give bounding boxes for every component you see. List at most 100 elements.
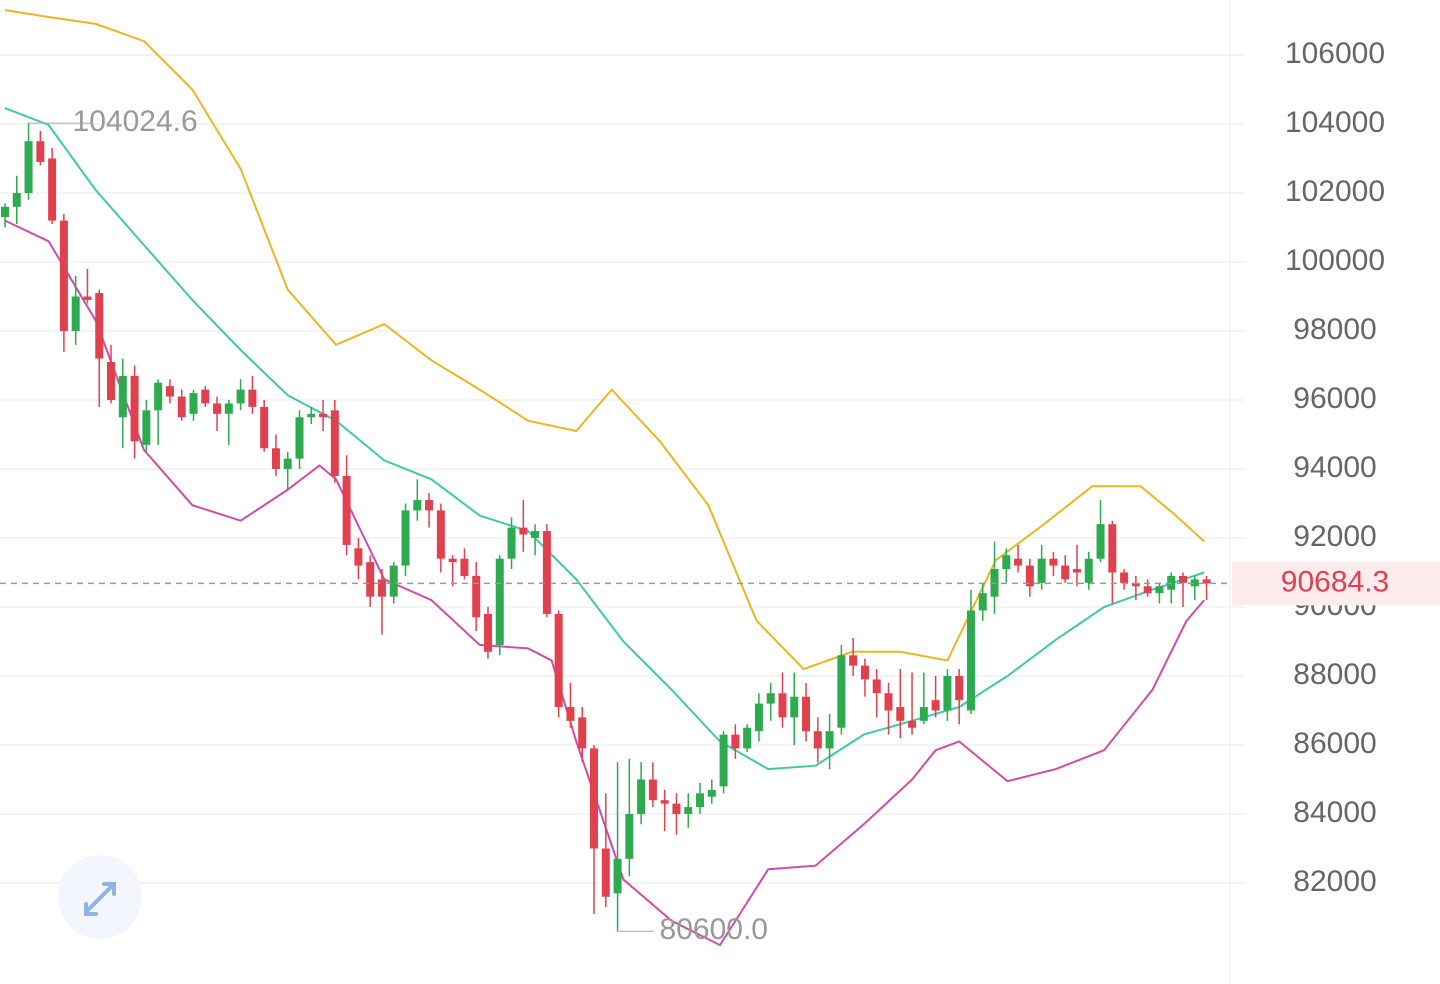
candle-body	[483, 613, 492, 652]
candle-body	[165, 386, 174, 397]
candle-body	[519, 527, 528, 535]
candle-body	[554, 613, 563, 708]
candle-body	[849, 655, 858, 666]
candle-body	[625, 813, 634, 859]
candle-body	[48, 158, 57, 221]
y-tick-label: 106000	[1285, 37, 1385, 70]
candle-body	[342, 475, 351, 545]
candle-body	[1120, 572, 1129, 583]
candle-body	[472, 575, 481, 618]
candle-body	[1037, 558, 1046, 583]
candle-body	[908, 720, 917, 728]
candle-body	[931, 700, 940, 711]
candle-body	[130, 375, 139, 442]
candle-body	[319, 413, 328, 418]
candle-body	[236, 389, 245, 404]
last-price-box	[1232, 561, 1440, 606]
candle-body	[813, 731, 822, 749]
candle-body	[1, 206, 9, 218]
candle-body	[531, 531, 540, 538]
candle-body	[177, 396, 186, 418]
candle-body	[802, 696, 811, 732]
candle-body	[366, 562, 375, 597]
candle-body	[766, 693, 775, 704]
candle-body	[660, 800, 669, 804]
candle-body	[754, 703, 763, 732]
candle-body	[978, 593, 987, 611]
candle-body	[1049, 558, 1058, 566]
expand-button[interactable]	[58, 855, 142, 939]
y-tick-label: 102000	[1285, 175, 1385, 208]
candle-body	[1084, 558, 1093, 583]
band-line	[4, 219, 1205, 947]
max-label: 104024.6	[73, 105, 198, 138]
candle-body	[377, 579, 386, 597]
candle-body	[1061, 565, 1070, 580]
candle-body	[1131, 582, 1140, 587]
y-tick-label: 104000	[1285, 106, 1385, 139]
candle-body	[354, 548, 363, 566]
candle-body	[1190, 579, 1199, 587]
candle-body	[872, 679, 881, 694]
candle-body	[1202, 579, 1211, 584]
candle-body	[154, 382, 163, 411]
candle-body	[507, 527, 516, 559]
candle-body	[790, 696, 799, 718]
candle-body	[884, 693, 893, 711]
band-line	[4, 9, 1205, 671]
candle-body	[330, 410, 339, 476]
expand-icon[interactable]	[84, 882, 116, 916]
candle-body	[142, 410, 151, 445]
candle-body	[860, 665, 869, 680]
candle-body	[648, 779, 657, 801]
candle-body	[719, 734, 728, 787]
candle-body	[201, 389, 210, 404]
candle-body	[460, 558, 469, 576]
candle-body	[542, 531, 551, 614]
candle-body	[1108, 524, 1117, 573]
candle-body	[1014, 558, 1023, 566]
candle-body	[283, 458, 292, 469]
candle-body	[389, 565, 398, 597]
y-tick-label: 96000	[1293, 382, 1376, 415]
y-tick-label: 86000	[1293, 727, 1376, 760]
candle-body	[707, 789, 716, 797]
candle-body	[919, 707, 928, 721]
candle-body	[248, 389, 257, 407]
candle-body	[271, 448, 280, 469]
candle-body	[260, 406, 269, 449]
candle-body	[95, 293, 104, 359]
y-tick-label: 88000	[1293, 658, 1376, 691]
candle-body	[436, 510, 445, 559]
candle-body	[1179, 575, 1187, 583]
y-tick-label: 94000	[1293, 451, 1376, 484]
candle-body	[1072, 569, 1081, 573]
candle-body	[12, 192, 21, 207]
candle-body	[684, 807, 693, 814]
candle-body	[24, 141, 33, 193]
candle-body	[896, 707, 905, 721]
candle-body	[71, 296, 80, 331]
candle-body	[943, 675, 952, 711]
candle-body	[743, 727, 752, 749]
y-tick-label: 100000	[1285, 244, 1385, 277]
candle-body	[118, 375, 127, 418]
candle-body	[224, 403, 233, 414]
candle-body	[59, 220, 68, 331]
candle-body	[448, 558, 457, 563]
candle-body	[672, 803, 681, 814]
candle-body	[425, 500, 434, 511]
candle-body	[837, 655, 846, 728]
band-line	[4, 107, 1205, 771]
candle-body	[637, 779, 646, 814]
candle-body	[731, 734, 740, 749]
candle-body	[578, 717, 587, 749]
candle-body	[1002, 555, 1011, 570]
candle-body	[495, 558, 504, 645]
candle-body	[83, 296, 92, 300]
candle-body	[189, 393, 198, 414]
y-tick-label: 98000	[1293, 313, 1376, 346]
candle-body	[1096, 524, 1105, 559]
y-tick-label: 82000	[1293, 865, 1376, 898]
